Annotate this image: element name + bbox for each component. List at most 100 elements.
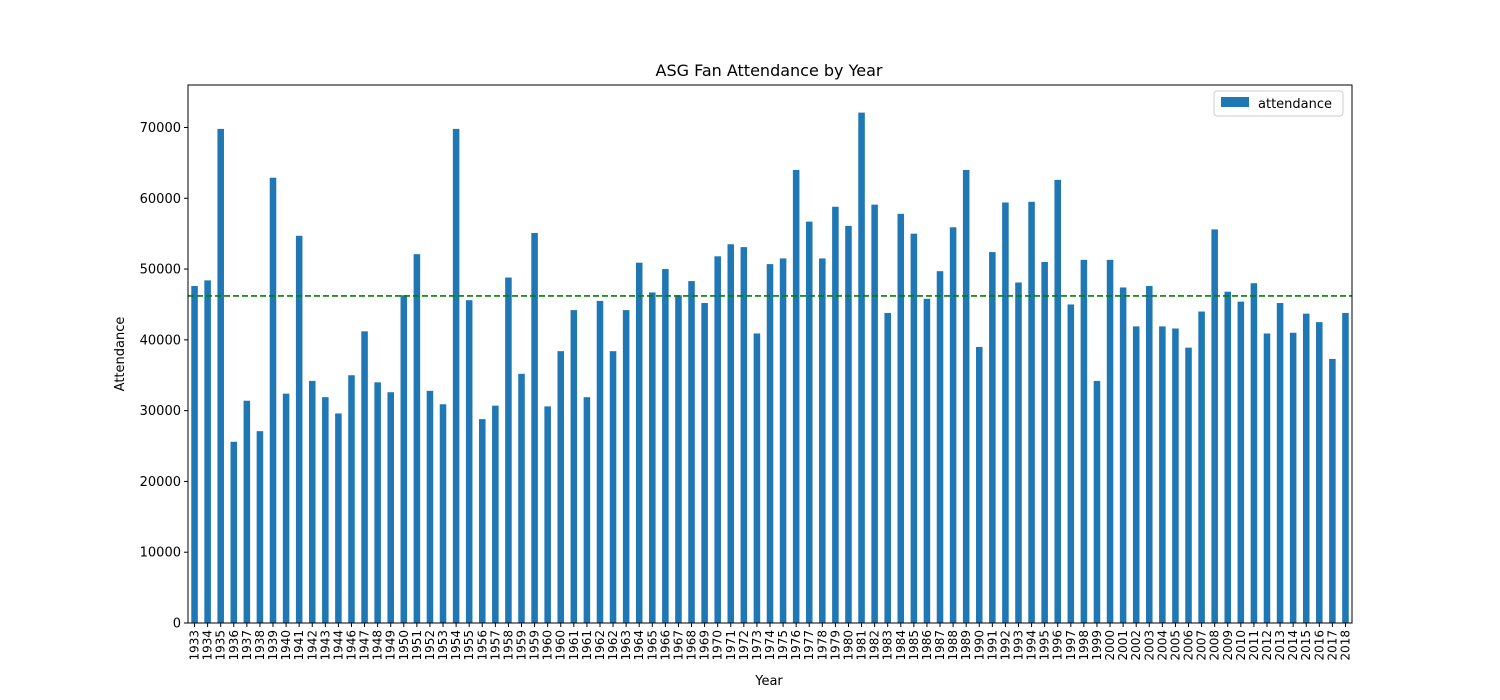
bar-2010-80 (1237, 301, 1245, 623)
x-tick-label: 1964 (632, 630, 646, 661)
bar-1939-6 (269, 177, 277, 624)
x-tick-label: 1962 (606, 630, 620, 661)
bar-1970-40 (714, 256, 721, 623)
x-tick-label: 1939 (266, 630, 280, 661)
x-tick-label: 2012 (1260, 630, 1274, 661)
bar-1948-14 (374, 382, 381, 623)
x-tick-label: 1989 (959, 630, 973, 661)
x-tick-label: 2003 (1142, 630, 1156, 661)
x-axis-label: Year (754, 674, 783, 689)
legend-swatch (1221, 97, 1249, 107)
bar-1987-57 (936, 271, 944, 623)
x-tick-label: 1963 (619, 630, 633, 661)
x-tick-label: 2006 (1182, 630, 1196, 661)
x-tick-label: 1973 (750, 630, 764, 661)
y-tick-label: 60000 (140, 192, 181, 207)
bar-1975-45 (779, 258, 787, 623)
bar-1989-59 (962, 169, 970, 623)
bar-1934-1 (204, 280, 211, 623)
x-tick-label: 2002 (1129, 630, 1143, 661)
bar-1991-61 (989, 252, 996, 623)
x-tick-label: 1965 (645, 630, 659, 661)
bar-2001-71 (1119, 287, 1127, 623)
bar-1981-51 (858, 112, 865, 624)
bar-1969-39 (701, 303, 708, 623)
x-tick-label: 1968 (685, 630, 699, 661)
x-tick-label: 2015 (1299, 630, 1313, 661)
bar-2015-85 (1302, 313, 1310, 623)
x-tick-label: 1982 (868, 630, 882, 661)
x-tick-label: 1952 (423, 630, 437, 661)
bar-1937-4 (243, 400, 251, 623)
x-tick-label: 1977 (802, 630, 816, 661)
x-tick-label: 1957 (488, 630, 502, 661)
bar-1999-69 (1093, 380, 1101, 623)
x-tick-label: 1953 (436, 630, 450, 661)
x-tick-label: 1987 (933, 630, 947, 661)
bar-1978-48 (819, 258, 826, 623)
x-tick-label: 1960 (554, 630, 568, 661)
x-tick-label: 1942 (305, 630, 319, 661)
x-tick-label: 2014 (1286, 630, 1300, 661)
bar-1946-12 (348, 375, 355, 623)
x-tick-label: 1993 (1011, 630, 1025, 661)
x-tick-label: 1962 (593, 630, 607, 661)
x-tick-label: 1949 (384, 630, 398, 661)
bar-1967-37 (675, 295, 682, 623)
bar-1986-56 (923, 298, 931, 623)
bar-1956-22 (479, 419, 486, 623)
bar-1980-50 (845, 225, 852, 623)
x-tick-label: 1955 (462, 630, 476, 661)
bar-1958-24 (505, 277, 512, 623)
x-tick-label: 1934 (201, 630, 215, 661)
x-tick-label: 2001 (1116, 630, 1130, 661)
bar-1957-23 (492, 405, 499, 623)
bar-2011-81 (1250, 283, 1258, 623)
x-tick-label: 1979 (828, 630, 842, 661)
bar-1979-49 (832, 206, 839, 623)
bar-1993-63 (1015, 282, 1022, 623)
x-tick-label: 1956 (475, 630, 489, 661)
x-tick-label: 1933 (188, 630, 202, 661)
bar-1995-65 (1041, 261, 1048, 623)
y-axis-label: Attendance (113, 317, 128, 392)
x-tick-label: 1947 (358, 630, 372, 661)
bar-1953-19 (439, 404, 447, 623)
bar-1944-11 (335, 413, 342, 623)
bar-1941-8 (295, 235, 303, 623)
bar-1974-44 (766, 264, 774, 623)
x-tick-label: 2005 (1168, 630, 1182, 661)
x-tick-label: 1998 (1077, 630, 1091, 661)
x-tick-label: 1994 (1025, 630, 1039, 661)
bar-1992-62 (1002, 202, 1009, 623)
x-tick-label: 1941 (292, 630, 306, 661)
bar-2012-82 (1263, 333, 1271, 623)
x-tick-label: 2007 (1195, 630, 1209, 661)
x-tick-label: 1978 (815, 630, 829, 661)
x-tick-label: 2018 (1338, 630, 1352, 661)
bar-1963-33 (622, 310, 630, 623)
x-tick-label: 1935 (214, 630, 228, 661)
bar-2014-84 (1289, 332, 1297, 623)
x-tick-label: 1946 (344, 630, 358, 661)
x-tick-label: 1970 (711, 630, 725, 661)
x-tick-label: 1974 (763, 630, 777, 661)
bar-1947-13 (361, 331, 368, 623)
bar-1990-60 (975, 346, 983, 623)
x-tick-label: 1995 (1038, 630, 1052, 661)
bar-2017-87 (1329, 358, 1336, 623)
bar-1971-41 (727, 244, 735, 623)
bar-1976-46 (792, 169, 800, 623)
bar-1996-66 (1054, 179, 1061, 624)
x-tick-label: 1936 (227, 630, 241, 661)
bar-1935-2 (217, 128, 224, 623)
bar-1938-5 (256, 431, 264, 623)
x-tick-label: 1991 (985, 630, 999, 661)
bars-group (191, 112, 1349, 624)
x-tick-label: 1992 (998, 630, 1012, 661)
y-tick-label: 0 (173, 617, 181, 632)
y-tick-label: 70000 (140, 121, 181, 136)
x-tick-label: 1954 (449, 630, 463, 661)
x-tick-label: 1951 (410, 630, 424, 661)
